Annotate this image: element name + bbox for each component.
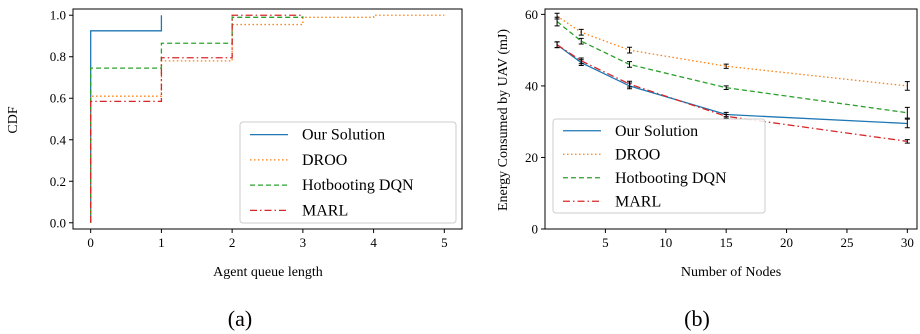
error-bar: [578, 57, 584, 65]
y-tick-label: 60: [525, 7, 538, 22]
error-bar: [554, 41, 560, 49]
cdf-ticks: 0 1 2 3 4 5 0.0 0.2 0.4 0.6 0.8 1.0: [50, 8, 448, 250]
energy-x-axis-label: Number of Nodes: [681, 265, 781, 280]
x-tick-label: 4: [370, 235, 377, 250]
legend-label: DROO: [302, 152, 347, 169]
cdf-legend: Our Solution DROO Hotbooting DQN MARL: [239, 121, 457, 224]
x-tick-label: 2: [229, 235, 236, 250]
energy-panel-caption: (b): [684, 306, 710, 331]
cdf-panel-caption: (a): [228, 306, 252, 331]
series-line-hotbooting-dqn: [90, 16, 304, 223]
y-tick-label: 20: [525, 150, 538, 165]
x-tick-label: 15: [720, 235, 733, 250]
error-bar: [904, 81, 910, 91]
energy-ticks: 5 10 15 20 25 30 0 20 40 60: [525, 7, 914, 250]
energy-axes-frame: [544, 8, 918, 230]
y-tick-label: 0.2: [50, 174, 66, 189]
energy-panel: 5 10 15 20 25 30 0 20 40 60 Number of Nodes Energ…: [496, 7, 918, 331]
cdf-x-axis-label: Agent queue length: [213, 265, 323, 280]
error-bar: [723, 85, 729, 90]
x-tick-label: 5: [602, 235, 609, 250]
cdf-panel: 0 1 2 3 4 5 0.0 0.2 0.4 0.6 0.8 1.0 Agent queue len…: [6, 8, 463, 331]
x-tick-label: 5: [441, 235, 448, 250]
x-tick-label: 20: [780, 235, 793, 250]
x-tick-label: 0: [87, 235, 94, 250]
cdf-y-axis-label: CDF: [6, 106, 21, 133]
legend-label: MARL: [302, 202, 348, 219]
x-tick-label: 30: [901, 235, 914, 250]
series-line-droo: [90, 14, 445, 223]
cdf-axes-frame: [72, 8, 463, 230]
x-tick-label: 3: [300, 235, 307, 250]
legend-label: MARL: [615, 193, 661, 210]
error-bar: [578, 28, 584, 36]
legend-label: Hotbooting DQN: [302, 177, 414, 194]
legend-label: Hotbooting DQN: [615, 170, 727, 187]
legend-frame: [552, 118, 766, 214]
error-bar: [904, 106, 910, 119]
y-tick-label: 0.8: [50, 49, 66, 64]
x-tick-label: 1: [158, 235, 165, 250]
energy-series-lines: [554, 12, 910, 144]
error-bar: [627, 80, 633, 88]
series-line-droo: [556, 15, 908, 87]
legend-label: DROO: [615, 146, 660, 163]
energy-legend: Our Solution DROO Hotbooting DQN MARL: [552, 118, 766, 214]
y-tick-label: 0.4: [50, 132, 67, 147]
error-bar: [723, 114, 729, 119]
x-tick-label: 25: [840, 235, 853, 250]
y-tick-label: 0: [532, 222, 539, 237]
error-bar: [627, 61, 633, 68]
error-bar: [904, 139, 910, 144]
legend-label: Our Solution: [615, 123, 698, 140]
series-line-our-solution: [556, 44, 908, 125]
cdf-series-lines: [90, 14, 445, 223]
error-bar: [627, 46, 633, 54]
error-bar: [554, 16, 560, 27]
legend-frame: [239, 121, 457, 224]
error-bar: [904, 118, 910, 129]
y-tick-label: 40: [525, 78, 538, 93]
series-line-our-solution: [90, 15, 163, 223]
error-bar: [723, 63, 729, 69]
y-tick-label: 0.6: [50, 91, 67, 106]
error-bar: [578, 37, 584, 45]
energy-y-axis-label: Energy Consumed by UAV (mJ): [496, 29, 511, 211]
legend-label: Our Solution: [302, 127, 385, 144]
series-line-marl: [90, 14, 303, 223]
y-tick-label: 0.0: [50, 215, 66, 230]
x-tick-label: 10: [659, 235, 672, 250]
y-tick-label: 1.0: [50, 8, 66, 23]
